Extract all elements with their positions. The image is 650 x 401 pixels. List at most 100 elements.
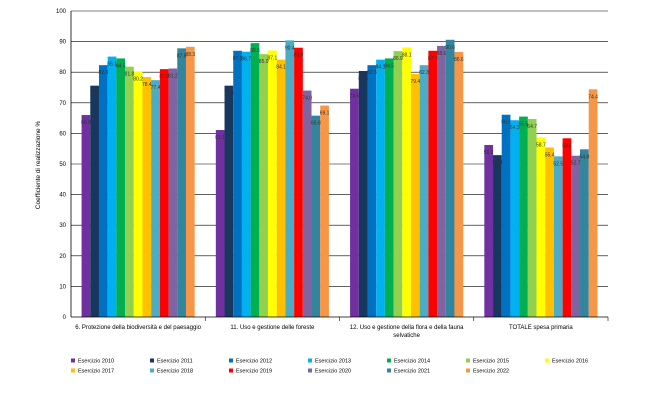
category-label: TOTALE spesa primaria [509, 325, 573, 331]
category-label: 12. Uso e gestione della flora e della f… [350, 325, 464, 331]
bar [133, 71, 143, 317]
data-label: 74.0 [302, 96, 312, 102]
data-label: 65.8 [311, 121, 321, 127]
bar [536, 137, 546, 317]
data-label: 74.6 [350, 94, 360, 100]
legend-swatch [308, 358, 312, 363]
bar [367, 65, 377, 317]
bar [358, 70, 368, 317]
data-label: 64.3 [510, 125, 520, 131]
data-label: 86.7 [241, 57, 251, 63]
data-label: 87.0 [233, 56, 243, 62]
legend-label: Esercizio 2019 [236, 369, 272, 375]
bar [90, 85, 99, 317]
bar [168, 68, 178, 317]
y-tick-label: 60 [59, 131, 66, 137]
data-label: 85.9 [259, 59, 269, 65]
data-label: 64.7 [527, 124, 537, 130]
data-label: 54.8 [580, 154, 590, 160]
data-label: 86.6 [454, 57, 464, 63]
data-label: 88.6 [437, 51, 447, 57]
legend-label: Esercizio 2017 [78, 369, 114, 375]
data-label: 86.9 [393, 56, 403, 62]
data-label: 80.2 [133, 77, 143, 83]
legend-swatch [545, 358, 549, 363]
legend-label: Esercizio 2012 [236, 359, 272, 365]
data-label: 61.1 [215, 135, 225, 141]
y-axis-label: Coefficiente di realizzazione % [35, 121, 42, 210]
bar [350, 88, 359, 317]
data-label: 87.1 [268, 55, 278, 61]
data-label: 74.4 [588, 94, 598, 100]
legend-label: Esercizio 2022 [473, 369, 509, 375]
bar [177, 48, 186, 317]
legend-swatch [150, 358, 154, 363]
bar [410, 74, 420, 317]
bar [125, 66, 134, 317]
legend-swatch [308, 368, 312, 373]
bar [402, 47, 411, 317]
data-label: 84.5 [116, 63, 126, 69]
y-tick-label: 20 [59, 254, 66, 260]
data-label: 79.4 [410, 79, 420, 85]
data-label: 87.8 [177, 53, 187, 59]
legend-label: Esercizio 2021 [394, 369, 430, 375]
data-label: 81.8 [125, 72, 135, 78]
category-label: 11. Uso e gestione delle foreste [230, 325, 315, 331]
bar [393, 51, 403, 317]
bar [562, 138, 572, 317]
data-label: 56.2 [484, 150, 494, 156]
data-label: 58.7 [536, 142, 546, 148]
data-label: 85.1 [107, 62, 117, 68]
data-label: 81.2 [168, 74, 178, 80]
bar [233, 50, 242, 317]
axes [70, 11, 609, 321]
data-label: 52.7 [571, 161, 581, 167]
bar [510, 120, 520, 317]
y-tick-label: 30 [59, 223, 66, 229]
y-tick-label: 50 [59, 162, 66, 168]
data-label: 89.5 [250, 48, 260, 54]
bar [98, 65, 108, 317]
legend-swatch [71, 368, 75, 373]
bar [107, 56, 117, 318]
bar [501, 114, 511, 317]
bar [545, 147, 554, 317]
y-tick-label: 90 [59, 40, 66, 46]
legend-swatch [387, 368, 391, 373]
data-label: 52.9 [493, 160, 503, 166]
y-axis-ticks: 0 10 20 30 40 50 60 70 80 90 100 [56, 9, 67, 321]
data-label: 78.4 [142, 82, 152, 88]
y-tick-label: 40 [59, 193, 66, 199]
y-tick-label: 0 [63, 315, 67, 321]
bar [151, 80, 160, 317]
bar [285, 40, 295, 317]
bar [580, 149, 589, 317]
bar [445, 39, 455, 317]
data-label: 65.5 [519, 122, 529, 128]
data-label: 80.4 [358, 76, 368, 82]
bar [302, 90, 312, 317]
bar [142, 77, 152, 317]
bar [454, 52, 464, 318]
bar [320, 105, 329, 317]
bar [241, 51, 251, 317]
bar [81, 115, 91, 317]
bar [224, 85, 234, 317]
data-label: 69.1 [320, 111, 330, 117]
category-label: selvatiche [393, 333, 420, 339]
data-label: 75.6 [90, 91, 100, 97]
bar [215, 130, 225, 317]
data-label: 88.0 [294, 53, 304, 59]
data-label: 90.6 [445, 45, 455, 51]
data-label: 81.0 [159, 74, 169, 80]
bar [116, 58, 126, 318]
data-label: 88.1 [402, 52, 412, 58]
data-label: 90.4 [285, 45, 295, 51]
data-label: 66.1 [501, 120, 511, 126]
y-tick-label: 100 [56, 9, 67, 15]
legend-label: Esercizio 2010 [78, 359, 114, 365]
data-label: 58.4 [562, 143, 572, 149]
category-label: 6. Protezione della biodiversità e del p… [75, 325, 201, 331]
